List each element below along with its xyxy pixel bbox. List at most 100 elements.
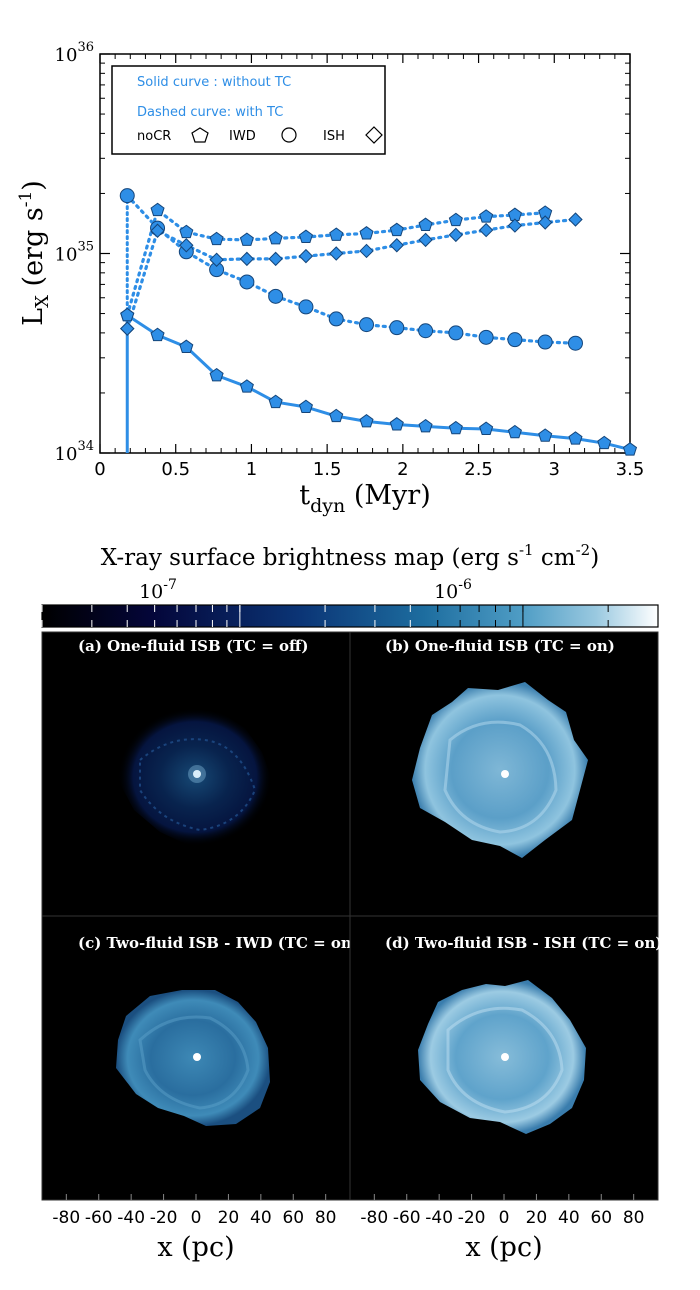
map-panels: (a) One-fluid ISB (TC = off) (b) One-flu… <box>41 631 662 1263</box>
marker-nocr-without-tc <box>268 394 283 409</box>
cb-tick-base-1: 10 <box>434 581 458 603</box>
colorbar-ticks <box>41 605 659 627</box>
xlabel-main: t <box>299 480 310 511</box>
map-x-tick-label: 40 <box>250 1208 272 1228</box>
marker-ish-with-tc <box>507 218 523 233</box>
marker-ish-with-tc <box>150 223 165 238</box>
map-x-tick-label: 80 <box>623 1208 645 1228</box>
cb-tick-exp-1: -6 <box>458 577 472 593</box>
marker-ish-with-tc <box>537 215 553 230</box>
shell-a <box>139 738 257 832</box>
marker-nocr-without-tc <box>329 408 344 423</box>
x-tick-label: 1.5 <box>313 459 342 480</box>
map-title-exp1: -1 <box>519 541 534 559</box>
marker-ish-with-tc <box>120 321 135 336</box>
marker-nocr-with-tc <box>179 224 194 239</box>
marker-nocr-with-tc <box>418 217 433 231</box>
legend-label-nocr: noCR <box>137 129 171 144</box>
colorbar <box>41 604 659 628</box>
marker-iwd-with-tc <box>359 317 375 333</box>
x-tick-label: 1 <box>246 459 257 480</box>
legend: Solid curve : without TC Dashed curve: w… <box>111 65 386 155</box>
map-x-tick-label: 20 <box>218 1208 240 1228</box>
marker-ish-with-tc <box>478 222 494 238</box>
map-x-tick-label: -60 <box>393 1208 421 1228</box>
axis-ticks: 0 0.5 1 1.5 2 2.5 3 3.5 1034 1035 1036 <box>55 40 645 480</box>
x-tick-label: 3.5 <box>616 459 645 480</box>
series-line-ish-with-tc <box>125 217 578 331</box>
marker-ish-with-tc <box>359 243 374 259</box>
x-tick-label: 0.5 <box>161 459 190 480</box>
marker-nocr-with-tc <box>389 222 404 237</box>
marker-ish-with-tc <box>268 251 283 267</box>
panel-c: (c) Two-fluid ISB - IWD (TC = on) <box>41 915 359 1201</box>
star-source-a <box>193 770 201 778</box>
y-tick-label: 1036 <box>55 40 94 66</box>
marker-nocr-with-tc <box>359 226 374 240</box>
y-axis-label: LX (erg s-1) <box>16 180 53 326</box>
map-x-tick-label: 60 <box>590 1208 612 1228</box>
bubble-c <box>116 990 270 1126</box>
marker-nocr-without-tc <box>389 417 404 431</box>
marker-nocr-without-tc <box>538 428 553 442</box>
map-x-tick-label: 40 <box>558 1208 580 1228</box>
ylabel-unit-exp: -1 <box>16 191 36 208</box>
x-tick-label: 2 <box>397 459 408 480</box>
star-source-d <box>501 1053 509 1061</box>
map-x-tick-label: 60 <box>282 1208 304 1228</box>
xlabel-unit: (Myr) <box>354 480 431 511</box>
marker-nocr-without-tc <box>359 413 374 428</box>
marker-ish-with-tc <box>418 232 433 248</box>
shell-c <box>138 1015 250 1110</box>
map-x-tick-label: 0 <box>499 1208 510 1228</box>
cb-tick-exp-0: -7 <box>163 577 177 593</box>
marker-ish-with-tc <box>329 246 344 261</box>
marker-nocr-without-tc <box>418 418 433 433</box>
marker-nocr-with-tc <box>120 307 135 322</box>
marker-nocr-without-tc <box>298 399 313 414</box>
marker-ish-with-tc <box>179 238 194 253</box>
x-tick-label: 2.5 <box>464 459 493 480</box>
map-x-tick-label: -40 <box>117 1208 145 1228</box>
legend-label-ish: ISH <box>323 129 345 144</box>
star-source-b <box>501 770 509 778</box>
map-title-b: ) <box>590 545 599 571</box>
map-x-label-right: x (pc) <box>465 1232 542 1263</box>
marker-iwd-with-tc <box>389 320 405 336</box>
colorbar-label-1e-7: 10-7 <box>139 577 177 603</box>
panel-b: (b) One-fluid ISB (TC = on) <box>349 631 659 917</box>
legend-box <box>111 65 386 155</box>
y-tick-label: 1035 <box>55 240 94 266</box>
marker-nocr-without-tc <box>179 339 194 353</box>
star-source-c <box>193 1053 201 1061</box>
marker-nocr-without-tc <box>209 367 224 382</box>
panel-c-label: (c) Two-fluid ISB - IWD (TC = on) <box>78 934 359 952</box>
y-tick-label: 1034 <box>55 439 94 465</box>
panel-d: (d) Two-fluid ISB - ISH (TC = on) <box>349 915 662 1201</box>
panel-d-label: (d) Two-fluid ISB - ISH (TC = on) <box>385 934 662 952</box>
map-x-tick-label: 80 <box>315 1208 337 1228</box>
map-x-tick-label: -80 <box>52 1208 80 1228</box>
marker-ish-with-tc <box>298 248 314 264</box>
marker-nocr-without-tc <box>622 442 638 456</box>
legend-circle-icon <box>281 127 297 143</box>
xlabel-space <box>345 480 354 511</box>
panel-a-label: (a) One-fluid ISB (TC = off) <box>78 637 308 655</box>
x-tick-label: 3 <box>549 459 560 480</box>
colorbar-label-1e-6: 10-6 <box>434 577 472 603</box>
ylabel-unit-b: ) <box>18 180 49 191</box>
marker-nocr-with-tc <box>268 231 283 245</box>
map-x-tick-label: -20 <box>458 1208 486 1228</box>
marker-ish-with-tc <box>239 251 255 267</box>
marker-iwd-with-tc <box>328 311 344 327</box>
panel-a: (a) One-fluid ISB (TC = off) <box>41 631 351 917</box>
marker-iwd-with-tc <box>537 334 553 350</box>
map-x-tick-label: -60 <box>85 1208 113 1228</box>
map-x-label-left: x (pc) <box>157 1232 234 1263</box>
marker-nocr-with-tc <box>209 231 224 246</box>
bubble-b <box>412 682 588 858</box>
marker-nocr-with-tc <box>298 229 313 243</box>
marker-ish-with-tc <box>389 238 405 253</box>
legend-dashed-text: Dashed curve: with TC <box>137 105 283 120</box>
